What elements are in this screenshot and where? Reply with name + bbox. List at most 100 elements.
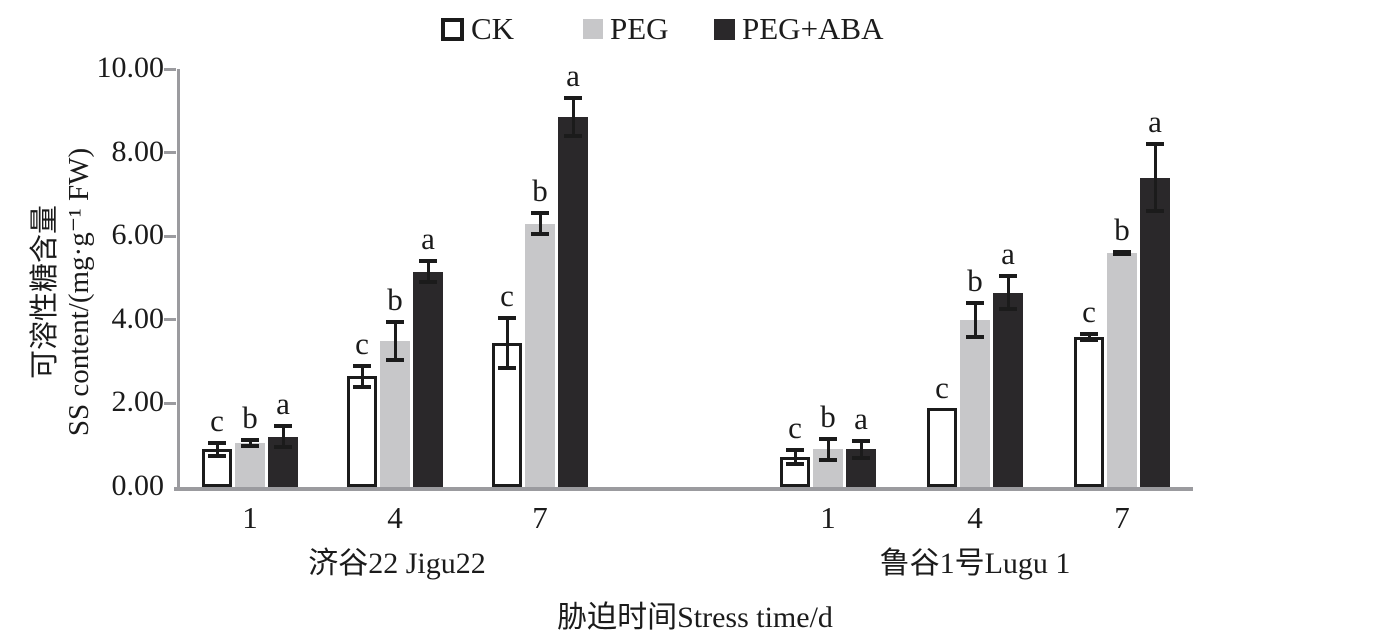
bar-peg-jigu22-d7 xyxy=(525,223,555,487)
error-bar-stem xyxy=(793,447,797,467)
error-bar-cap-top xyxy=(419,259,437,264)
x-tick-lugu1-d4: 4 xyxy=(967,500,983,535)
y-tick-mark-6 xyxy=(164,234,176,238)
x-tick-jigu22-d4: 4 xyxy=(387,500,403,535)
sig-letter-a: a xyxy=(566,58,580,94)
bar-peg-aba-lugu1-d4 xyxy=(993,292,1023,487)
bar-ck-lugu1-d4 xyxy=(927,408,957,487)
sig-letter-a: a xyxy=(276,386,290,422)
x-tick-lugu1-d7: 7 xyxy=(1114,500,1130,535)
error-bar-cap-bottom xyxy=(353,384,371,389)
error-bar-cap-bottom xyxy=(208,453,226,458)
legend-item-ck: CK xyxy=(441,10,514,48)
error-bar-cap-bottom xyxy=(852,455,870,460)
bar-peg-aba-jigu22-d4 xyxy=(413,271,443,487)
sig-letter-c: c xyxy=(500,277,514,313)
error-bar-stem xyxy=(281,424,285,450)
bar-ck-jigu22-d4 xyxy=(347,376,377,487)
y-tick-label-10: 10.00 xyxy=(96,51,165,84)
error-bar-cap-top xyxy=(966,301,984,305)
legend-swatch-ck xyxy=(441,17,464,41)
error-bar-stem xyxy=(826,436,830,462)
error-bar-cap-bottom xyxy=(1146,209,1164,214)
error-bar-cap-bottom xyxy=(999,307,1017,312)
error-bar-cap-bottom xyxy=(564,133,582,138)
error-bar-cap-bottom xyxy=(819,457,837,462)
bar-peg-aba-jigu22-d7 xyxy=(558,117,588,487)
bar-slot-peg: b xyxy=(1107,69,1137,487)
error-bar-cap-top xyxy=(819,436,837,441)
y-tick-mark-8 xyxy=(164,151,176,155)
error-bar-stem xyxy=(1087,331,1091,342)
cultivar-label-jigu22: 济谷22 Jigu22 xyxy=(308,547,486,580)
y-tick-label-2: 2.00 xyxy=(111,385,165,418)
bar-peg-lugu1-d4 xyxy=(960,319,990,487)
bar-peg-jigu22-d4 xyxy=(380,340,410,487)
error-bar-cap-top xyxy=(353,363,371,368)
legend-label-peg-aba: PEG+ABA xyxy=(742,11,884,46)
sig-letter-b: b xyxy=(820,398,836,434)
bar-slot-ck: c xyxy=(347,69,377,487)
bar-slot-peg+aba: a xyxy=(993,69,1023,487)
error-bar-stem xyxy=(1006,273,1010,312)
error-bar-cap-bottom xyxy=(386,357,404,362)
sig-letter-b: b xyxy=(532,173,548,209)
error-bar-stem xyxy=(426,259,430,285)
error-bar-cap-bottom xyxy=(531,232,549,237)
y-tick-label-4: 4.00 xyxy=(111,302,165,335)
error-bar-stem xyxy=(393,319,397,362)
bar-group-lugu1-d7: c b a xyxy=(1074,69,1170,487)
y-tick-label-6: 6.00 xyxy=(111,218,165,251)
error-bar-stem xyxy=(215,441,219,458)
bar-peg-lugu1-d7 xyxy=(1107,252,1137,487)
bar-slot-ck: c xyxy=(780,69,810,487)
bar-group-jigu22-d7: c b a xyxy=(492,60,588,487)
y-axis-line xyxy=(177,69,180,490)
x-tick-jigu22-d1: 1 xyxy=(242,500,258,535)
legend-swatch-peg-aba xyxy=(714,18,735,40)
y-tick-mark-10 xyxy=(164,67,176,71)
bar-slot-peg+aba: a xyxy=(558,60,588,487)
sig-letter-b: b xyxy=(1114,212,1130,247)
error-bar-cap-bottom xyxy=(786,462,804,467)
error-bar-cap-top xyxy=(564,96,582,101)
sig-letter-c: c xyxy=(788,409,802,445)
error-bar-stem xyxy=(1153,142,1157,214)
sig-letter-a: a xyxy=(854,400,868,436)
bar-slot-peg+aba: a xyxy=(413,69,443,487)
y-tick-mark-2 xyxy=(164,401,176,405)
error-bar-stem xyxy=(973,301,977,339)
cultivar-label-lugu1: 鲁谷1号Lugu 1 xyxy=(879,547,1071,580)
sig-letter-b: b xyxy=(242,400,258,436)
error-bar-cap-top xyxy=(999,273,1017,278)
error-bar-cap-top xyxy=(386,319,404,324)
bar-slot-peg: b xyxy=(380,69,410,487)
bar-slot-peg: b xyxy=(813,69,843,487)
error-bar-stem xyxy=(538,211,542,237)
x-axis-title: 胁迫时间Stress time/d xyxy=(557,601,833,634)
sig-letter-b: b xyxy=(387,281,403,317)
sig-letter-c: c xyxy=(210,403,224,439)
y-tick-mark-4 xyxy=(164,318,176,322)
sig-letter-a: a xyxy=(1148,104,1162,140)
error-bar-cap-bottom xyxy=(419,280,437,285)
legend-label-peg: PEG xyxy=(610,11,669,46)
bar-slot-peg+aba: a xyxy=(268,69,298,487)
sig-letter-c: c xyxy=(935,370,949,406)
bar-slot-peg: b xyxy=(235,69,265,487)
error-bar-cap-top xyxy=(852,438,870,443)
error-bar-cap-top xyxy=(786,447,804,452)
legend-swatch-peg xyxy=(583,19,603,39)
error-bar-cap-bottom xyxy=(498,365,516,370)
error-bar-cap-top xyxy=(1146,142,1164,147)
error-bar-stem xyxy=(505,315,509,370)
error-bar-stem xyxy=(571,96,575,138)
error-bar-cap-top xyxy=(531,211,549,216)
sig-letter-b: b xyxy=(967,263,983,298)
bar-slot-peg+aba: a xyxy=(846,69,876,487)
sig-letter-c: c xyxy=(355,325,369,361)
